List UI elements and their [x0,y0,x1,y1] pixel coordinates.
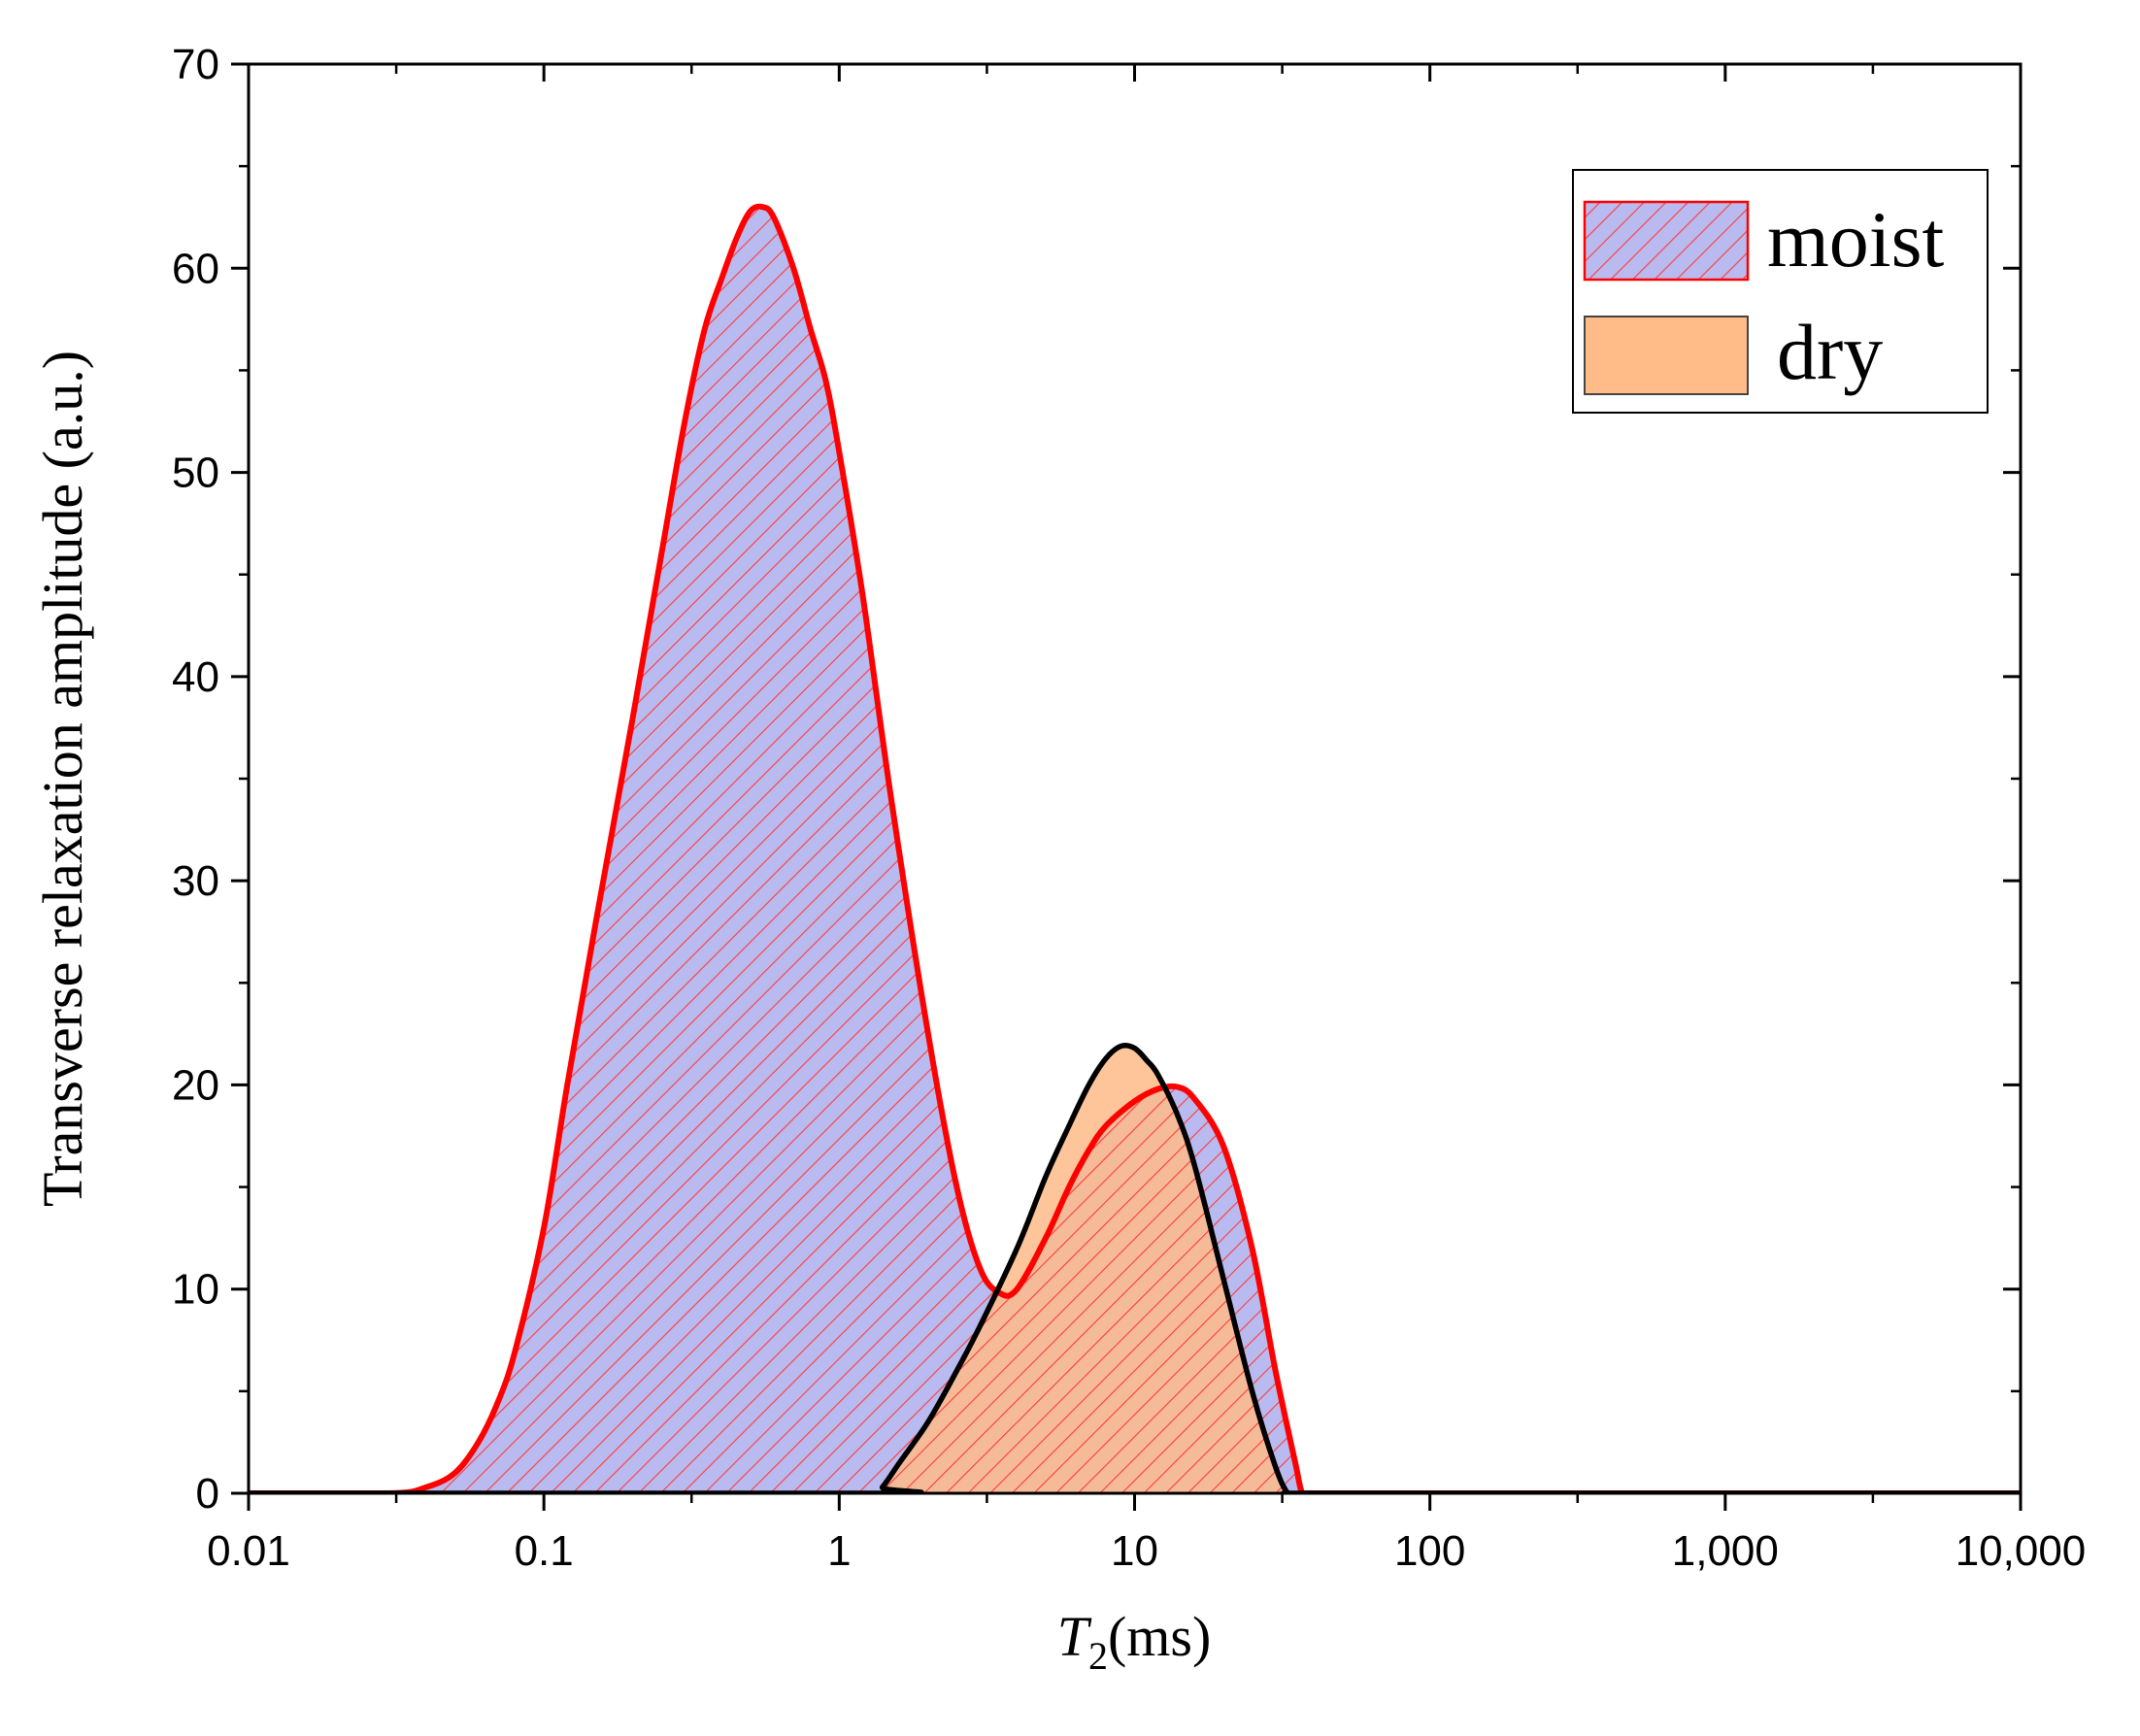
x-tick-label: 0.01 [207,1527,290,1575]
x-axis-label-unit: (ms) [1108,1605,1211,1668]
legend-swatch-moist-hatch [1583,200,1750,282]
y-tick-label: 40 [172,653,219,701]
y-tick-label: 50 [172,450,219,497]
series-moist-hatch [249,206,2021,1493]
y-tick-label: 0 [196,1470,219,1518]
x-axis-label-symbol: T [1057,1605,1092,1668]
series-dry-line [249,1042,2021,1493]
y-tick-label: 20 [172,1061,219,1109]
y-axis-label: Transverse relaxation amplitude (a.u.) [31,351,94,1207]
legend-item-dry: dry [1584,308,1883,396]
x-axis-label: T2(ms) [1057,1605,1212,1678]
x-tick-label: 10 [1111,1527,1158,1575]
legend-label-dry: dry [1777,308,1883,396]
legend: moist dry [1572,169,1989,414]
x-tick-label: 1 [827,1527,851,1575]
y-tick-label: 30 [172,857,219,905]
x-tick-label: 1,000 [1672,1527,1779,1575]
x-tick-label: 100 [1394,1527,1465,1575]
legend-item-moist: moist [1583,195,1944,284]
y-tick-label: 70 [172,41,219,88]
series-moist-line [249,203,2021,1493]
x-tick-label: 10,000 [1956,1527,2087,1575]
y-tick-label: 10 [172,1266,219,1314]
y-tick-label: 60 [172,245,219,292]
x-tick-label: 0.1 [515,1527,574,1575]
legend-swatch-dry [1584,316,1749,395]
legend-label-moist: moist [1767,195,1944,284]
x-axis-label-subscript: 2 [1088,1634,1108,1678]
series-layer [249,203,2021,1493]
axis-ticks: 0.01 0.1 1 10 100 1,000 10,000 0 10 20 30 40 50 60 70 [172,41,2086,1575]
